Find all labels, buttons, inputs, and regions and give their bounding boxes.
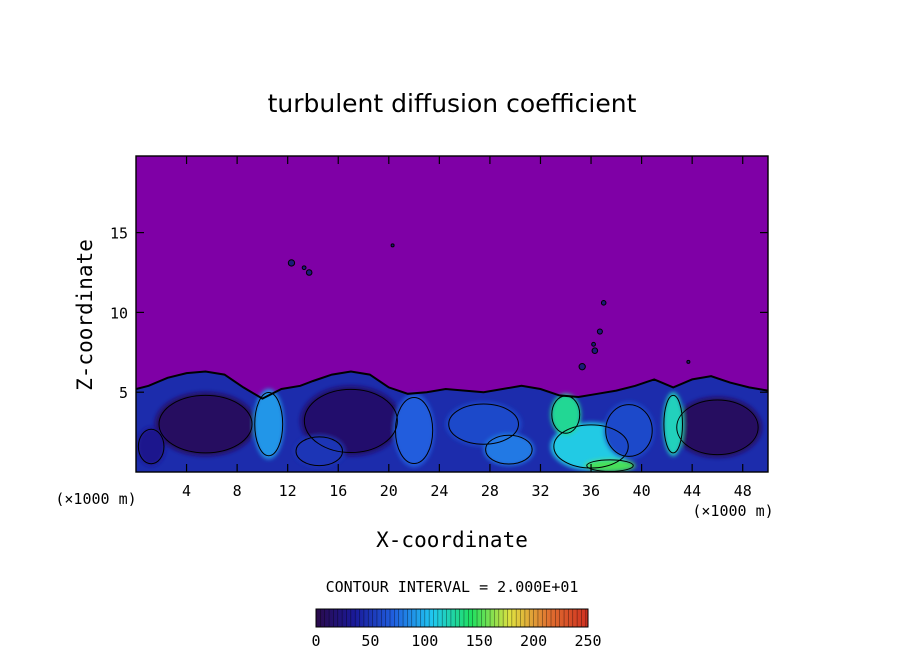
x-tick-label: 12 xyxy=(279,482,297,500)
x-unit-label-right: (×1000 m) xyxy=(692,502,773,520)
contour-line xyxy=(303,388,398,454)
boundary-layer-field xyxy=(136,243,768,472)
contour-line xyxy=(394,396,434,465)
colorbar-tick-label: 100 xyxy=(411,632,438,650)
eddy-cell xyxy=(584,459,636,472)
turbulent-blob xyxy=(600,300,607,306)
boundary-layer-contour xyxy=(136,370,768,400)
turbulent-blob xyxy=(591,347,599,354)
turbulent-blob xyxy=(686,359,691,364)
colorbar: 0 50 100 150 200 250 xyxy=(311,608,602,650)
eddy-cell xyxy=(663,392,684,457)
contour-line xyxy=(485,434,533,465)
x-tick-label: 16 xyxy=(329,482,347,500)
x-tick-label: 4 xyxy=(182,482,191,500)
eddy-cell xyxy=(253,389,284,460)
turbulent-blob xyxy=(596,328,603,335)
x-tick-label: 36 xyxy=(582,482,600,500)
colorbar-tick-label: 200 xyxy=(520,632,547,650)
eddy-cell xyxy=(483,433,535,466)
y-axis: 5 10 15 xyxy=(110,225,768,402)
x-tick-label: 48 xyxy=(734,482,752,500)
y-tick-label: 15 xyxy=(110,225,128,243)
turbulent-blob xyxy=(390,243,395,248)
plot-area xyxy=(135,155,769,473)
x-tick-label: 28 xyxy=(481,482,499,500)
turbulent-blob xyxy=(591,341,596,347)
contour-line xyxy=(137,428,165,465)
chart-title: turbulent diffusion coefficient xyxy=(268,89,637,118)
colorbar-tick-label: 150 xyxy=(466,632,493,650)
contour-line xyxy=(295,436,344,467)
colorbar-ticks: 0 50 100 150 200 250 xyxy=(311,632,601,650)
eddy-cell xyxy=(154,392,257,457)
y-tick-label: 10 xyxy=(110,304,128,322)
x-axis: 4 8 12 16 20 24 28 32 36 40 44 48 xyxy=(182,156,752,500)
eddy-cell xyxy=(393,393,435,468)
x-tick-label: 44 xyxy=(683,482,701,500)
contour-line xyxy=(676,399,759,456)
y-tick-label: 5 xyxy=(119,384,128,402)
x-tick-label: 20 xyxy=(380,482,398,500)
x-unit-label-left: (×1000 m) xyxy=(55,490,136,508)
turbulent-blob xyxy=(578,363,586,371)
contour-line xyxy=(448,403,519,445)
colorbar-tick-label: 250 xyxy=(574,632,601,650)
turbulent-blob xyxy=(287,259,296,267)
colorbar-stripes xyxy=(315,609,587,627)
eddy-cell xyxy=(550,393,581,436)
x-axis-label: X-coordinate xyxy=(376,528,528,552)
colorbar-frame xyxy=(315,608,589,628)
turbulent-blob xyxy=(301,265,307,271)
plot-frame xyxy=(135,155,769,473)
colorbar-tick-label: 0 xyxy=(311,632,320,650)
eddy-cell xyxy=(294,435,345,468)
eddy-cell xyxy=(673,396,762,458)
colorbar-tick-label: 50 xyxy=(361,632,379,650)
contour-line xyxy=(605,404,653,457)
x-tick-label: 32 xyxy=(531,482,549,500)
colorbar-gradient xyxy=(316,609,588,627)
y-axis-label: Z-coordinate xyxy=(73,239,97,391)
x-tick-label: 24 xyxy=(430,482,448,500)
eddy-cell xyxy=(603,401,655,460)
x-tick-label: 40 xyxy=(633,482,651,500)
contour-line xyxy=(663,394,684,454)
eddy-cells xyxy=(137,385,762,472)
contour-line xyxy=(158,394,253,454)
contour-line xyxy=(254,392,284,457)
contour-interval-label: CONTOUR INTERVAL = 2.000E+01 xyxy=(326,578,579,596)
turbulent-blob xyxy=(305,269,313,276)
eddy-cell xyxy=(137,427,166,466)
x-tick-label: 8 xyxy=(233,482,242,500)
